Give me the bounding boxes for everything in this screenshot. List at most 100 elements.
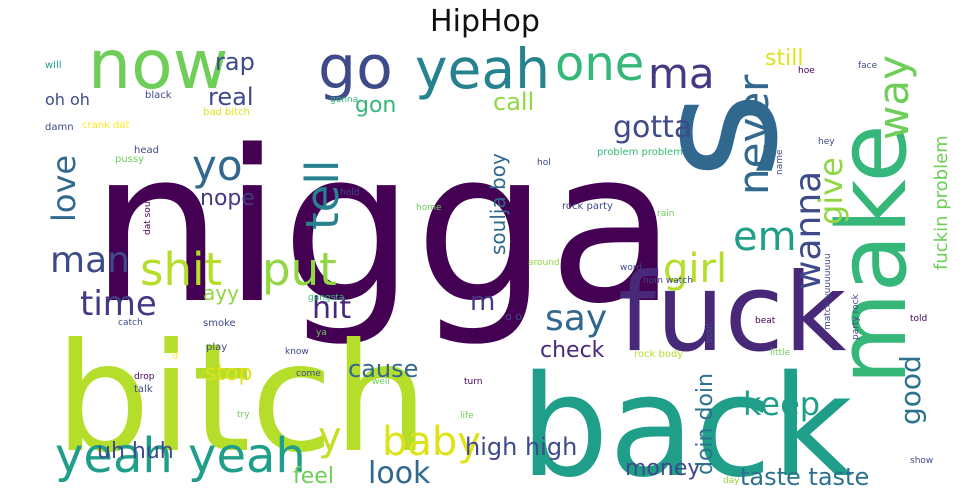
- cloud-word: turn: [464, 377, 482, 387]
- cloud-word: time: [80, 284, 157, 324]
- cloud-word: never: [729, 74, 778, 195]
- cloud-word: rap: [215, 48, 255, 76]
- cloud-word: hey: [818, 137, 835, 147]
- cloud-word: o o: [505, 310, 522, 323]
- cloud-word: feel: [293, 464, 334, 489]
- cloud-word: taste taste: [740, 463, 869, 491]
- cloud-word: ma: [648, 49, 715, 98]
- cloud-word: go: [318, 33, 393, 103]
- cloud-word: around: [528, 258, 560, 268]
- cloud-word: bitch: [55, 312, 428, 486]
- cloud-word: crank dat: [82, 120, 130, 131]
- cloud-word: soulja boy: [486, 153, 510, 255]
- cloud-word: make: [818, 124, 928, 385]
- cloud-word: word: [620, 263, 642, 273]
- cloud-word: problem problem: [597, 147, 683, 158]
- cloud-word: now: [88, 26, 228, 105]
- cloud-word: fuckin problem: [931, 135, 952, 270]
- cloud-word: gangsta: [308, 293, 344, 303]
- cloud-word: d: [172, 352, 178, 362]
- cloud-word: black: [145, 90, 172, 101]
- cloud-word: s: [618, 91, 816, 180]
- cloud-word: m: [470, 287, 495, 317]
- cloud-word: good: [894, 355, 927, 425]
- cloud-word: real: [208, 83, 253, 111]
- cloud-word: hit: [312, 291, 351, 326]
- cloud-word: head: [134, 145, 159, 156]
- cloud-word: em: [733, 214, 797, 260]
- cloud-word: catch: [118, 318, 143, 328]
- cloud-word: uh huh: [97, 439, 174, 464]
- cloud-word: rain: [657, 209, 674, 219]
- cloud-word: come: [296, 369, 321, 379]
- cloud-word: name: [775, 149, 785, 175]
- cloud-word: damn: [45, 122, 74, 133]
- cloud-word: little: [770, 348, 791, 358]
- cloud-word: beat: [755, 316, 776, 326]
- cloud-word: well: [372, 377, 390, 387]
- cloud-word: try: [237, 410, 250, 420]
- cloud-word: bout: [705, 322, 715, 343]
- cloud-word: yo: [192, 141, 243, 190]
- cloud-word: check: [540, 338, 605, 363]
- cloud-word: put: [262, 243, 337, 296]
- cloud-word: stop: [205, 361, 253, 386]
- cloud-word: shit: [140, 243, 222, 296]
- cloud-word: day: [723, 476, 740, 486]
- cloud-word: tell: [296, 160, 349, 230]
- cloud-word: talk: [134, 384, 153, 395]
- cloud-word: baby: [382, 419, 481, 465]
- cloud-word: nope: [200, 186, 255, 211]
- cloud-word: home: [416, 203, 442, 213]
- cloud-word: fuck: [618, 251, 847, 376]
- cloud-word: gonna: [330, 95, 358, 105]
- cloud-word: nigga: [90, 105, 677, 350]
- cloud-word: one: [555, 36, 644, 92]
- cloud-word: rock party: [562, 201, 613, 212]
- cloud-word: yeah: [415, 37, 550, 101]
- cloud-word: nom watch: [643, 276, 693, 286]
- cloud-word: play: [206, 342, 227, 353]
- cloud-word: hol: [537, 158, 551, 168]
- cloud-word: hoe: [798, 66, 815, 76]
- cloud-word: oh oh: [45, 90, 90, 109]
- cloud-word: keep: [743, 385, 820, 423]
- cloud-word: bad bitch: [203, 107, 250, 118]
- cloud-word: gotta: [613, 110, 692, 145]
- cloud-word: pussy: [115, 154, 144, 165]
- cloud-word: love: [45, 155, 83, 222]
- cloud-word: way: [869, 55, 918, 140]
- cloud-word: told: [910, 314, 927, 324]
- cloud-word: wanna: [788, 171, 829, 290]
- cloud-word: look: [368, 456, 431, 491]
- cloud-word: pull: [609, 184, 627, 195]
- chart-title: HipHop: [430, 4, 540, 39]
- cloud-word: face: [858, 61, 878, 71]
- cloud-word: smoke: [203, 318, 236, 329]
- cloud-word: dat soulja: [143, 191, 153, 235]
- cloud-word: match yuuuuuuu: [823, 253, 833, 330]
- cloud-word: call: [493, 88, 534, 116]
- cloud-word: life: [460, 411, 474, 421]
- cloud-word: money: [625, 456, 700, 481]
- cloud-word: still: [765, 46, 803, 71]
- cloud-word: yeah yeah: [55, 428, 306, 484]
- cloud-word: cause: [348, 355, 418, 383]
- cloud-word: ayy: [203, 281, 239, 305]
- cloud-word: will: [45, 60, 62, 71]
- cloud-word: give: [812, 157, 850, 225]
- cloud-word: party rock: [851, 293, 861, 340]
- cloud-word: ya: [316, 328, 327, 338]
- cloud-word: know: [285, 347, 309, 357]
- cloud-word: show: [910, 456, 933, 466]
- cloud-word: rock body: [634, 349, 683, 360]
- cloud-word: hold: [340, 188, 359, 198]
- cloud-word: man: [50, 240, 130, 281]
- cloud-word: drop: [134, 372, 155, 382]
- cloud-word: girl: [663, 246, 727, 292]
- cloud-word: gon: [355, 93, 396, 118]
- cloud-word: back: [520, 346, 853, 502]
- cloud-word: say: [545, 298, 607, 339]
